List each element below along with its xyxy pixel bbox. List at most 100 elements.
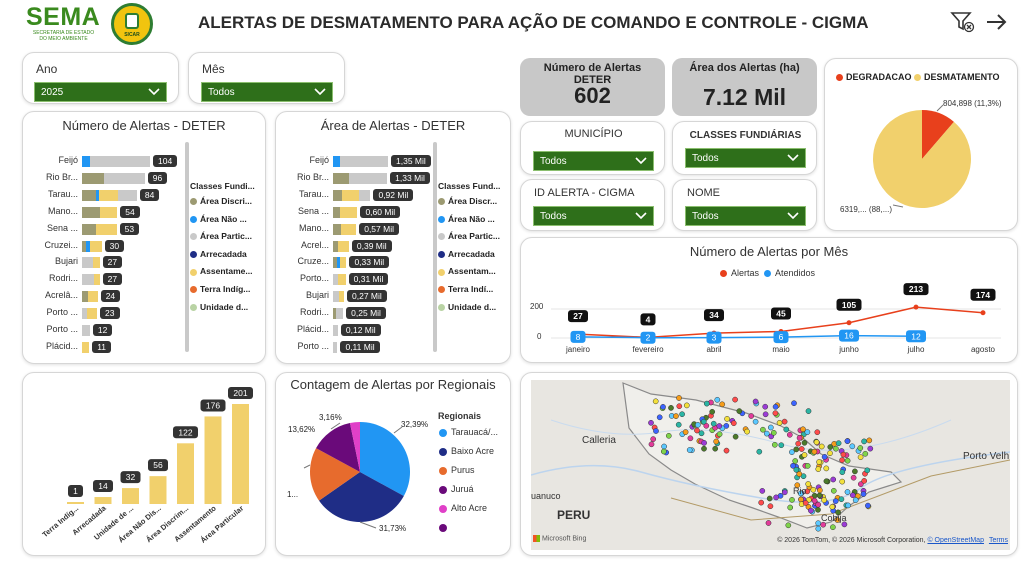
map-alert-dot[interactable] [653,428,659,434]
map-alert-dot[interactable] [760,426,766,433]
map-alert-dot[interactable] [701,440,707,446]
map-alert-dot[interactable] [844,489,851,495]
map-alert-dot[interactable] [695,422,701,428]
map-alert-dot[interactable] [813,439,820,446]
map-alert-dot[interactable] [796,471,803,477]
bar-row[interactable] [82,325,90,336]
map-alert-dot[interactable] [762,411,769,418]
pie-slice[interactable] [922,110,954,159]
map-alert-dot[interactable] [827,450,833,457]
map-alert-dot[interactable] [701,445,707,452]
map-alert-dot[interactable] [815,501,822,508]
map-alert-dot[interactable] [852,497,859,503]
map-alert-dot[interactable] [773,494,779,501]
point-alertas[interactable] [846,320,852,326]
bar-row[interactable] [82,206,118,218]
map-alert-dot[interactable] [756,448,763,455]
bar-row[interactable] [82,341,90,353]
map-alert-dot[interactable] [766,495,773,502]
map-alert-dot[interactable] [767,424,774,431]
map-alert-dot[interactable] [798,496,804,503]
map-alert-dot[interactable] [815,525,822,532]
map-alert-dot[interactable] [648,441,655,448]
pie-slice[interactable] [316,423,360,472]
map-alert-dot[interactable] [789,497,795,503]
map-alert-dot[interactable] [805,481,812,487]
map-alert-dot[interactable] [834,517,841,523]
map-alert-dot[interactable] [861,478,868,484]
map-alert-dot[interactable] [862,450,869,457]
point-alertas[interactable] [913,304,919,310]
map-alert-dot[interactable] [776,419,783,426]
map-alert-dot[interactable] [762,403,769,410]
map-alert-dot[interactable] [763,430,770,437]
map-alert-dot[interactable] [752,418,759,425]
map-alert-dot[interactable] [791,400,797,407]
map-alert-dot[interactable] [798,446,805,452]
bar-row[interactable] [333,223,357,235]
map-alert-dot[interactable] [676,403,683,410]
map-alert-dot[interactable] [818,443,825,450]
map-alert-dot[interactable] [815,466,822,472]
map-alert-dot[interactable] [821,454,828,460]
map-alert-dot[interactable] [801,439,808,446]
map-alert-dot[interactable] [865,502,871,509]
map-alert-dot[interactable] [804,463,811,469]
map-alert-dot[interactable] [772,410,779,417]
map-alert-dot[interactable] [860,491,867,497]
map-alert-dot[interactable] [716,431,723,438]
map-alert-dot[interactable] [866,437,873,444]
map-alert-dot[interactable] [712,445,719,452]
id-alerta-dropdown[interactable]: Todos [533,206,654,226]
nome-dropdown[interactable]: Todos [685,206,806,226]
map-alert-dot[interactable] [844,457,851,464]
map-alert-dot[interactable] [849,443,856,450]
map-alert-dot[interactable] [857,445,864,451]
map-alert-dot[interactable] [808,507,814,514]
map-alert-dot[interactable] [660,448,667,455]
map-alert-dot[interactable] [832,498,839,504]
classes-dropdown[interactable]: Todos [685,148,806,168]
map-alert-dot[interactable] [833,445,839,452]
map-alert-dot[interactable] [679,411,685,418]
map-alert-dot[interactable] [703,400,710,407]
map-alert-dot[interactable] [652,398,659,405]
bar-row[interactable] [82,257,100,269]
bar[interactable] [177,443,194,504]
map-alert-dot[interactable] [736,408,743,414]
map-alert-dot[interactable] [830,524,836,531]
bar-row[interactable] [82,156,150,167]
map-alert-dot[interactable] [703,422,710,429]
map-alert-dot[interactable] [823,478,830,485]
bar[interactable] [232,404,249,504]
map-alert-dot[interactable] [792,458,799,464]
bar[interactable] [204,416,222,504]
map-alert-dot[interactable] [660,404,666,410]
map-alert-dot[interactable] [814,429,821,436]
point-alertas[interactable] [980,310,986,316]
map-alert-dot[interactable] [861,438,867,445]
bar-row[interactable] [333,308,344,320]
map-alert-dot[interactable] [781,489,788,496]
map-alert-dot[interactable] [841,521,848,528]
map-alert-dot[interactable] [709,408,716,415]
map-alert-dot[interactable] [698,430,705,437]
map-alert-dot[interactable] [810,486,817,493]
map-alert-dot[interactable] [844,438,851,444]
area-deter-scrollbar[interactable] [433,142,437,352]
map-alert-dot[interactable] [789,449,795,455]
map-alert-dot[interactable] [687,435,694,442]
map-view[interactable]: Calleria PERU Porto Velh uanuco Rio Cobi… [531,380,1010,550]
map-alert-dot[interactable] [839,457,845,463]
bar-row[interactable] [82,172,145,184]
bar[interactable] [122,488,139,504]
map-alert-dot[interactable] [801,452,808,458]
map-alert-dot[interactable] [668,405,674,411]
map-alert-dot[interactable] [719,401,726,408]
map-alert-dot[interactable] [811,497,818,504]
bar[interactable] [67,502,84,504]
map-alert-dot[interactable] [694,427,700,434]
map-alert-dot[interactable] [700,418,707,425]
map-alert-dot[interactable] [823,465,830,472]
map-alert-dot[interactable] [867,445,874,452]
